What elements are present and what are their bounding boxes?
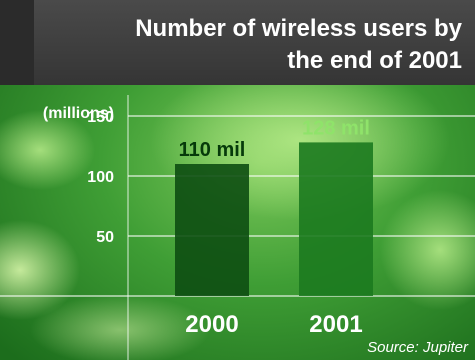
x-category-label: 2001 xyxy=(309,311,362,338)
x-category-label: 2000 xyxy=(185,311,238,338)
header-band xyxy=(0,0,475,85)
bg-glow xyxy=(0,110,95,190)
bars-layer xyxy=(175,142,373,296)
header-accent xyxy=(0,0,34,85)
bg-glow xyxy=(30,295,210,360)
y-tick-label: 150 xyxy=(87,109,114,126)
chart-title-line2: the end of 2001 xyxy=(287,47,462,74)
bar-2000 xyxy=(175,164,249,296)
y-tick-label: 100 xyxy=(87,169,114,186)
chart-title-line1: Number of wireless users by xyxy=(135,15,462,42)
bg-glow xyxy=(0,220,80,320)
labels-layer: 110 mil 2000 128 mil 2001 xyxy=(179,117,370,338)
y-axis-label: (millions) xyxy=(43,105,114,122)
bg-glow xyxy=(380,190,475,310)
bar-2001 xyxy=(299,142,373,296)
source-note: Source: Jupiter xyxy=(367,339,469,356)
y-tick-label: 50 xyxy=(96,229,114,246)
bar-value-label: 128 mil xyxy=(302,117,370,139)
bar-value-label: 110 mil xyxy=(179,139,246,161)
